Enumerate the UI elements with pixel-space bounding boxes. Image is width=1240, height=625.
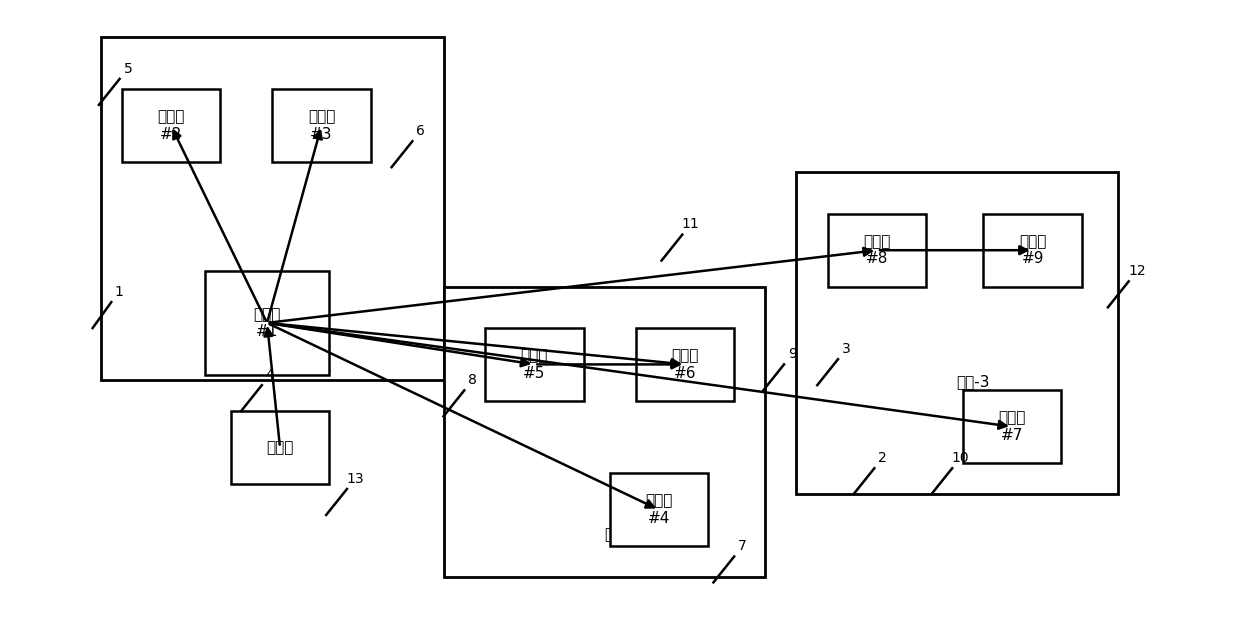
Bar	[827, 214, 926, 286]
Text: 7: 7	[738, 539, 746, 553]
Text: 1: 1	[114, 285, 123, 299]
Text: 备节点
#3: 备节点 #3	[308, 109, 335, 142]
Text: 9: 9	[787, 347, 797, 361]
Bar	[610, 473, 708, 546]
Text: 备节点
#9: 备节点 #9	[1019, 234, 1047, 266]
Text: 8: 8	[469, 373, 477, 387]
Text: 4: 4	[265, 368, 274, 382]
Text: 主节点
#1: 主节点 #1	[253, 307, 280, 339]
Bar	[273, 89, 371, 162]
Text: 6: 6	[417, 124, 425, 138]
Bar	[636, 328, 734, 401]
Bar	[231, 411, 330, 484]
Text: 备节点
#8: 备节点 #8	[863, 234, 890, 266]
Bar	[485, 328, 584, 401]
Text: 11: 11	[682, 217, 699, 231]
Bar	[122, 89, 221, 162]
Text: 13: 13	[346, 472, 365, 486]
Text: 客户端: 客户端	[267, 440, 294, 455]
Text: 12: 12	[1128, 264, 1146, 278]
Text: 备节点
#4: 备节点 #4	[645, 494, 672, 526]
Bar	[983, 214, 1083, 286]
Text: 备节点
#5: 备节点 #5	[521, 348, 548, 381]
Text: 3: 3	[842, 342, 851, 356]
Bar	[796, 173, 1118, 494]
Text: 10: 10	[951, 451, 970, 465]
Text: 地区-3: 地区-3	[957, 374, 991, 389]
Bar	[205, 271, 330, 375]
Text: 备节点
#7: 备节点 #7	[998, 411, 1025, 443]
Text: 2: 2	[878, 451, 887, 465]
Text: 5: 5	[124, 61, 133, 76]
Text: 地区-1: 地区-1	[205, 311, 238, 326]
Text: 备节点
#6: 备节点 #6	[671, 348, 698, 381]
Text: 地区-2: 地区-2	[604, 526, 637, 541]
Bar	[962, 391, 1061, 463]
Text: 备节点
#2: 备节点 #2	[157, 109, 185, 142]
Bar	[444, 286, 765, 578]
Bar	[100, 38, 444, 380]
